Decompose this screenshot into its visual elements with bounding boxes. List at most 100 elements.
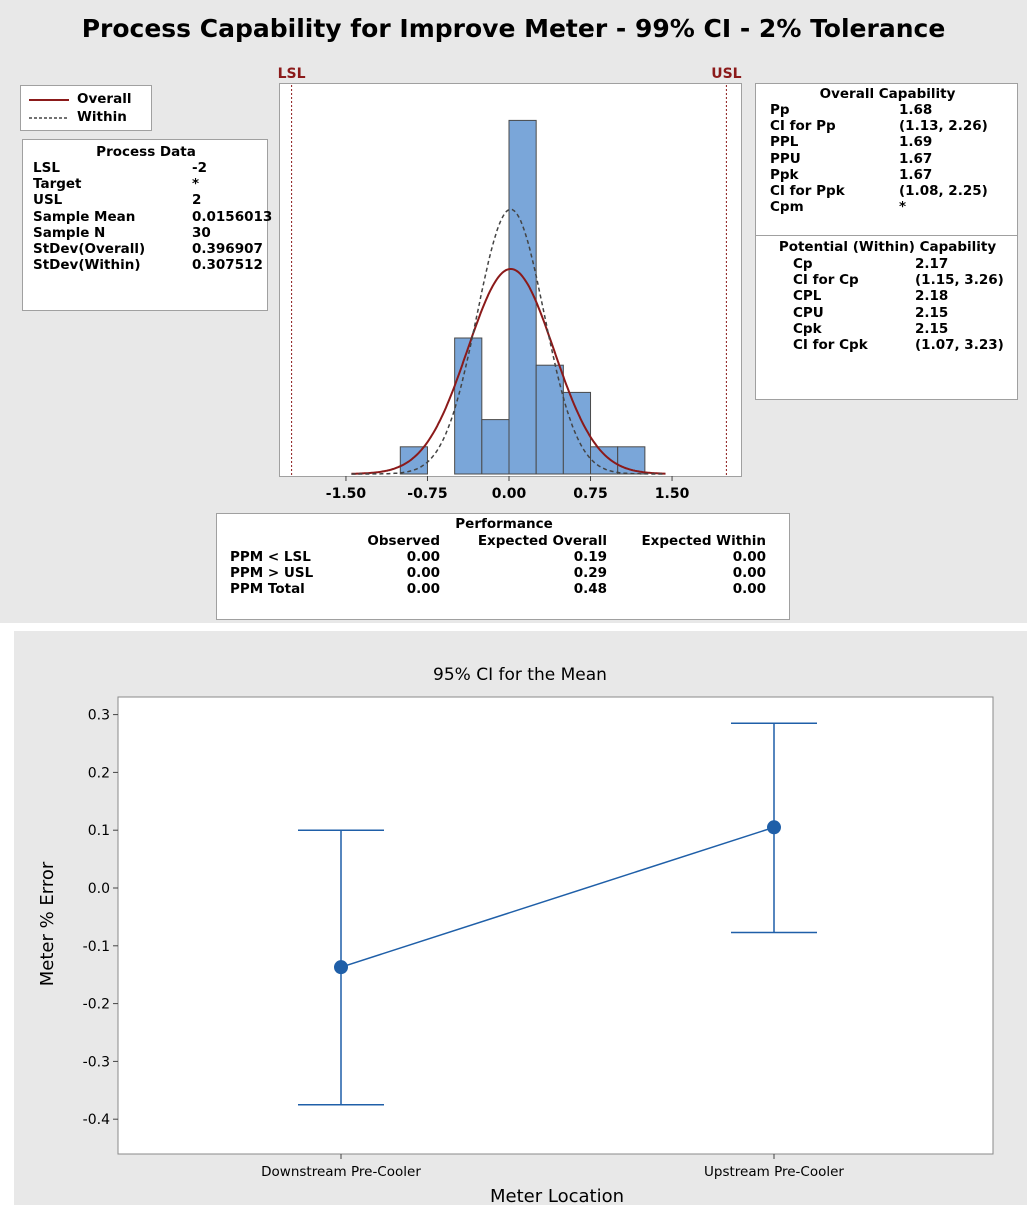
capability-within_capability-rows-value-0: 2.17 xyxy=(915,256,949,272)
capability-process_data-rows-label-2: USL xyxy=(33,192,63,209)
histogram-bar-3 xyxy=(508,119,537,475)
curve-overall xyxy=(351,268,666,475)
capability-process_data-rows-label-5: StDev(Overall) xyxy=(33,241,146,257)
capability-overall_capability-rows-label-4: Ppk xyxy=(770,166,799,183)
capability-process_data-rows-value-0: -2 xyxy=(192,160,207,176)
capability-within_capability-rows-value-3: 2.15 xyxy=(915,304,949,321)
iv-ytick-label-3: -0.1 xyxy=(83,939,110,955)
perf-cell-0-2: 0.00 xyxy=(732,549,766,565)
capability-process_data-rows-label-0: LSL xyxy=(33,160,60,176)
legend-within-line xyxy=(29,117,69,119)
perf-cell-0-0: 0.00 xyxy=(406,549,440,565)
capability-within_capability-rows-label-2: CPL xyxy=(793,288,822,305)
capability-process_data-rows-value-2: 2 xyxy=(192,192,202,209)
iv-ytick-label-6: 0.2 xyxy=(88,765,110,781)
interval-title: 95% CI for the Mean xyxy=(433,665,607,685)
perf-cell-2-1: 0.48 xyxy=(573,581,607,597)
perf-cell-1-0: 0.00 xyxy=(406,565,440,581)
perf-row-label-2: PPM Total xyxy=(230,581,305,597)
capability-overall_capability-rows-label-3: PPU xyxy=(770,150,801,167)
capability-overall_capability-rows-value-1: (1.13, 2.26) xyxy=(899,118,988,135)
interval-plot-area xyxy=(117,696,994,1155)
hist-xtick-label-2: 0.00 xyxy=(492,486,527,502)
perf-cell-0-1: 0.19 xyxy=(573,549,607,565)
perf-row-label-1: PPM > USL xyxy=(230,565,314,581)
histogram-bar-1 xyxy=(454,337,483,475)
perf-cell-1-2: 0.00 xyxy=(732,565,766,581)
legend-overall-line xyxy=(29,99,69,101)
capability-stats-box: Overall Capability Potential (Within) Ca… xyxy=(755,83,1018,400)
capability-process_data-rows-label-6: StDev(Within) xyxy=(33,257,141,274)
performance-title: Performance xyxy=(455,516,553,532)
capability-process_data-rows-value-1: * xyxy=(192,176,200,193)
capability-within_capability-rows-value-2: 2.18 xyxy=(915,288,949,305)
interval-ylabel: Meter % Error xyxy=(37,861,58,986)
capability-process_data-rows-label-3: Sample Mean xyxy=(33,208,136,225)
capability-within_capability-rows-label-0: Cp xyxy=(793,256,813,272)
capability-process_data-rows-value-6: 0.307512 xyxy=(192,257,263,274)
capability-title: Process Capability for Improve Meter - 9… xyxy=(81,14,946,43)
iv-ytick-label-4: 0.0 xyxy=(88,881,110,897)
capability-overall_capability-rows-label-1: CI for Pp xyxy=(770,118,836,135)
process-data-box: Process Data LSL -2 Target * USL 2 Sample Mean… xyxy=(22,139,272,311)
hist-xtick-label-3: 0.75 xyxy=(573,486,608,502)
histogram-chart: LSL USL -1.50 -0.75 0.00 0.75 1.50 xyxy=(278,66,742,502)
capability-overall_capability-rows-value-6: * xyxy=(899,199,907,216)
perf-cell-2-0: 0.00 xyxy=(406,581,440,597)
capability-overall_capability-rows-label-2: PPL xyxy=(770,134,799,151)
capability-within_capability-rows-label-5: CI for Cpk xyxy=(793,337,868,353)
capability-overall_capability-rows-label-0: Pp xyxy=(770,102,790,118)
hist-xtick-label-1: -0.75 xyxy=(407,486,447,502)
hist-xtick-label-4: 1.50 xyxy=(655,486,690,502)
capability-process_data-rows-value-3: 0.0156013 xyxy=(192,208,273,225)
perf-cell-1-1: 0.29 xyxy=(573,565,607,581)
iv-ytick-label-5: 0.1 xyxy=(88,823,110,839)
capability-overall_capability-rows-value-2: 1.69 xyxy=(899,134,933,151)
legend-overall-label: Overall xyxy=(77,91,132,107)
capability-within_capability-rows-label-1: CI for Cp xyxy=(793,272,859,289)
capability-process_data-rows-label-4: Sample N xyxy=(33,224,106,241)
capability-divider xyxy=(756,235,1017,236)
capability-overall_capability-rows-value-4: 1.67 xyxy=(899,166,933,183)
capability-process_data-rows-value-5: 0.396907 xyxy=(192,241,263,257)
histogram-bar-6 xyxy=(590,446,619,475)
legend-box: Overall Within xyxy=(20,85,152,131)
iv-ytick-label-2: -0.2 xyxy=(83,997,110,1013)
histogram-bar-4 xyxy=(535,364,564,475)
perf-col-expected-within: Expected Within xyxy=(641,533,766,549)
iv-ytick-label-1: -0.3 xyxy=(83,1054,110,1070)
capability-process_data-rows-label-1: Target xyxy=(33,176,82,193)
hist-xtick-label-0: -1.50 xyxy=(326,486,367,502)
mean-connect-line xyxy=(340,826,775,968)
capability-within_capability-rows-value-5: (1.07, 3.23) xyxy=(915,337,1004,353)
capability-overall_capability-rows-value-0: 1.68 xyxy=(899,102,933,118)
capability-within_capability-rows-label-4: Cpk xyxy=(793,320,822,337)
capability-process_data-rows-value-4: 30 xyxy=(192,224,211,241)
perf-col-expected-overall: Expected Overall xyxy=(477,533,607,549)
perf-cell-2-2: 0.00 xyxy=(732,581,766,597)
perf-col-observed: Observed xyxy=(367,533,440,549)
iv-ytick-label-0: -0.4 xyxy=(83,1112,110,1128)
capability-overall_capability-rows-value-5: (1.08, 2.25) xyxy=(899,183,988,199)
iv-ytick-label-7: 0.3 xyxy=(88,708,110,724)
capability-within_capability-rows-value-1: (1.15, 3.26) xyxy=(915,272,1004,289)
lsl-label: LSL xyxy=(278,66,306,82)
capability-within_capability-rows-value-4: 2.15 xyxy=(915,320,949,337)
mean-point-0 xyxy=(334,960,348,975)
iv-xtick-label-0: Downstream Pre-Cooler xyxy=(261,1164,421,1180)
histogram-bar-2 xyxy=(481,419,510,475)
within-capability-title: Potential (Within) Capability xyxy=(778,239,997,255)
legend-within-label: Within xyxy=(77,109,127,125)
usl-label: USL xyxy=(711,66,741,82)
curve-within xyxy=(351,208,666,475)
performance-box: Performance Observed Expected Overall Ex… xyxy=(216,513,790,620)
overall-capability-title: Overall Capability xyxy=(819,86,956,102)
capability-overall_capability-rows-label-5: CI for Ppk xyxy=(770,183,845,199)
capability-overall_capability-rows-value-3: 1.67 xyxy=(899,150,933,167)
capability-overall_capability-rows-label-6: Cpm xyxy=(770,199,804,216)
process-data-title: Process Data xyxy=(96,144,196,160)
capability-within_capability-rows-label-3: CPU xyxy=(793,304,824,321)
mean-point-1 xyxy=(767,820,781,835)
histogram-bar-5 xyxy=(562,391,592,475)
